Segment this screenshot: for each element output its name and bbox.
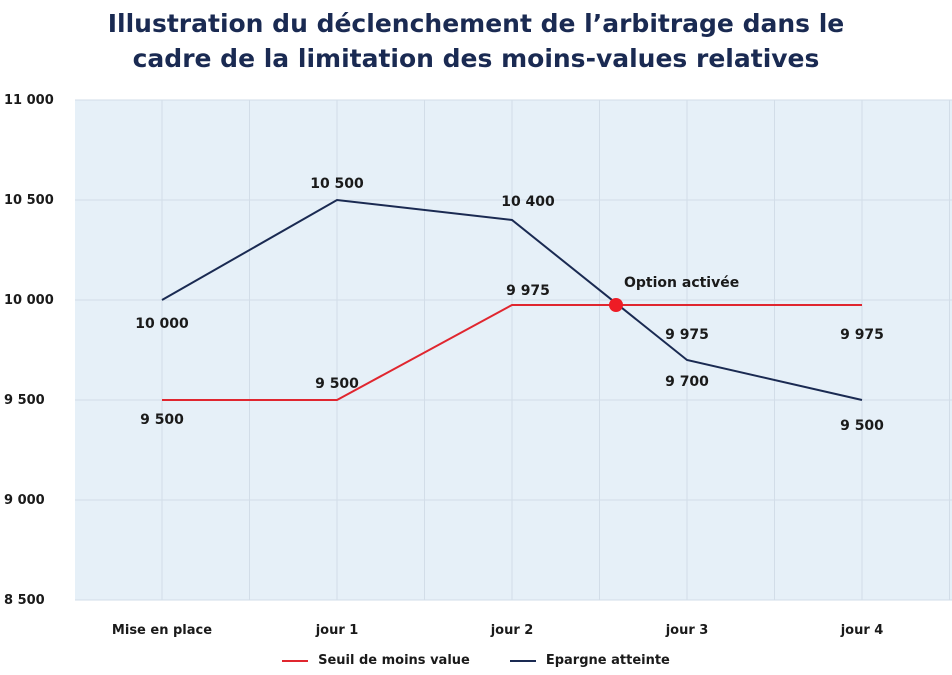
y-tick-label: 8 500: [4, 593, 45, 608]
plot-area: [75, 100, 952, 600]
data-label: 10 000: [135, 316, 189, 332]
series-lines: [161, 198, 863, 401]
annotation: Option activée: [609, 275, 739, 312]
data-label: 9 975: [840, 327, 884, 343]
x-tick-label: Mise en place: [112, 623, 212, 638]
x-tick-label: jour 1: [315, 623, 359, 638]
y-tick-label: 11 000: [4, 93, 54, 108]
y-tick-label: 9 000: [4, 493, 45, 508]
x-axis: Mise en place jour 1 jour 2 jour 3 jour 4: [112, 623, 883, 638]
chart-title-line-2: cadre de la limitation des moins-values …: [132, 44, 820, 73]
series-line-1: [161, 198, 863, 401]
data-label: 9 500: [140, 412, 184, 428]
data-label: 9 975: [665, 327, 709, 343]
legend-label-epargne: Epargne atteinte: [545, 653, 670, 668]
y-tick-label: 10 500: [4, 193, 54, 208]
data-label: 9 500: [315, 376, 359, 392]
legend-swatch-epargne: [509, 659, 536, 662]
legend-item-seuil: Seuil de moins value: [282, 653, 470, 668]
data-label: 10 400: [501, 194, 555, 210]
chart-title: Illustration du déclenchement de l’arbit…: [0, 6, 952, 76]
y-tick-label: 10 000: [4, 293, 54, 308]
legend-item-epargne: Epargne atteinte: [509, 653, 670, 668]
legend-label-seuil: Seuil de moins value: [318, 653, 470, 668]
data-label: 10 500: [310, 176, 364, 192]
data-label: 9 700: [665, 374, 709, 390]
chart-title-line-1: Illustration du déclenchement de l’arbit…: [107, 9, 845, 38]
option-marker: [609, 298, 623, 312]
series-line-0: [162, 304, 862, 401]
data-label: 9 500: [840, 418, 884, 434]
data-labels: 9 500 9 500 9 975 9 975 9 975 10 000 10 500 10 …: [135, 176, 884, 434]
y-axis: 8 500 9 000 9 500 10 000 10 500 11 000: [4, 93, 54, 608]
legend-swatch-seuil: [282, 659, 309, 662]
x-tick-label: jour 2: [490, 623, 534, 638]
x-tick-label: jour 4: [840, 623, 884, 638]
x-tick-label: jour 3: [665, 623, 709, 638]
data-label: 9 975: [506, 283, 550, 299]
annotation-label: Option activée: [624, 275, 739, 291]
y-tick-label: 9 500: [4, 393, 45, 408]
legend: Seuil de moins value Epargne atteinte: [0, 653, 952, 668]
